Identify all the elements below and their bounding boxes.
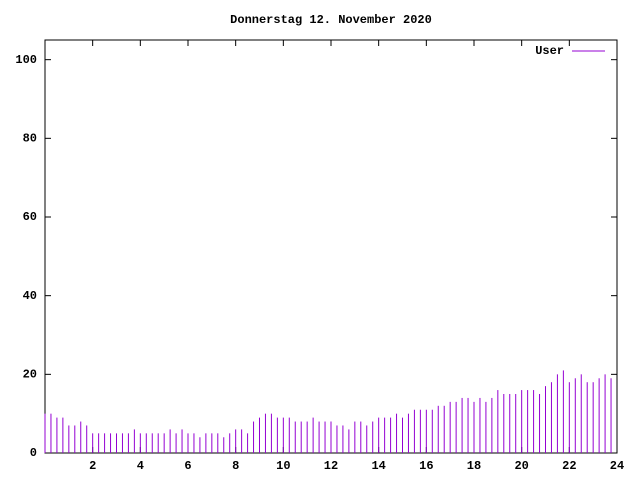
- x-tick-label: 8: [232, 459, 239, 473]
- y-tick-label: 80: [23, 132, 37, 146]
- x-tick-label: 24: [610, 459, 624, 473]
- x-tick-label: 22: [562, 459, 576, 473]
- x-tick-label: 18: [467, 459, 481, 473]
- x-tick-label: 6: [184, 459, 191, 473]
- x-tick-label: 16: [419, 459, 433, 473]
- x-tick-label: 12: [324, 459, 338, 473]
- x-tick-label: 2: [89, 459, 96, 473]
- x-tick-label: 20: [514, 459, 528, 473]
- x-tick-label: 10: [276, 459, 290, 473]
- y-tick-label: 0: [30, 446, 37, 460]
- x-tick-label: 4: [137, 459, 144, 473]
- y-tick-label: 40: [23, 289, 37, 303]
- plot-frame: [44, 39, 618, 454]
- y-tick-label: 60: [23, 210, 37, 224]
- y-tick-label: 100: [15, 53, 37, 67]
- x-tick-label: 14: [371, 459, 385, 473]
- y-tick-label: 20: [23, 368, 37, 382]
- legend-label: User: [535, 44, 564, 58]
- chart-title: Donnerstag 12. November 2020: [230, 13, 432, 27]
